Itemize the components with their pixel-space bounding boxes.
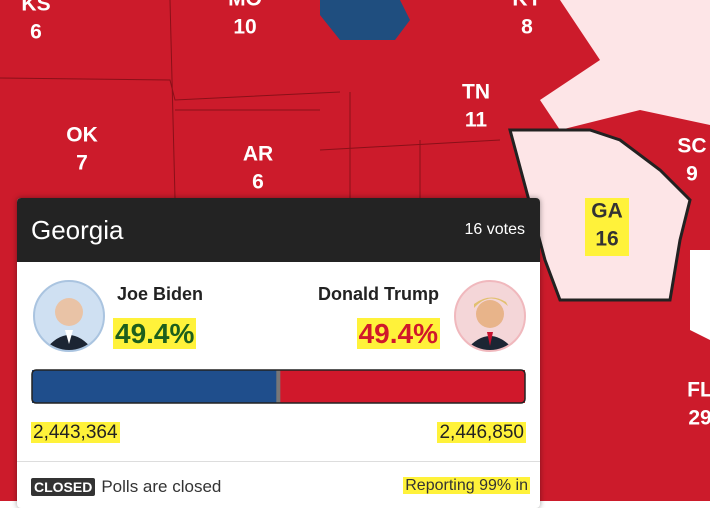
popup: Georgia 16 votes Joe Biden Donald Trump …	[17, 198, 540, 508]
split-marker	[276, 370, 281, 403]
state-abbr: KY	[512, 0, 541, 11]
state-votes: 7	[76, 152, 88, 175]
state-votes: 6	[252, 171, 264, 194]
state-votes: 16	[595, 228, 618, 251]
state-abbr: FL	[687, 379, 710, 402]
state-abbr: MO	[228, 0, 262, 11]
state-blue	[320, 0, 410, 40]
borders	[0, 0, 501, 199]
candidate-percent: 49.4%	[113, 318, 197, 349]
vote-segment	[32, 370, 279, 403]
state-votes: 9	[686, 163, 698, 186]
state-abbr: GA	[591, 200, 623, 223]
candidate-name: Donald Trump	[318, 284, 439, 304]
reporting: Reporting 99% in	[403, 477, 530, 494]
avatar-trump	[454, 280, 526, 352]
status-text: Polls are closed	[101, 477, 222, 496]
state-votes: 10	[233, 16, 256, 39]
state-abbr: TN	[462, 81, 490, 104]
ocean	[690, 250, 710, 340]
state-abbr: SC	[677, 135, 706, 158]
status-badge: CLOSED	[31, 478, 96, 496]
electoral-votes: 16 votes	[464, 221, 525, 238]
state-votes: 6	[30, 21, 42, 44]
bar-outline	[31, 369, 526, 404]
state-abbr: OK	[66, 124, 98, 147]
state-votes: 8	[521, 16, 533, 39]
candidate-votes: 2,446,850	[437, 422, 526, 443]
state-votes: 11	[465, 109, 488, 132]
state-abbr: KS	[21, 0, 50, 16]
candidate-percent: 49.4%	[356, 318, 440, 349]
candidate-name: Joe Biden	[117, 284, 204, 304]
avatar-biden	[33, 280, 105, 352]
state-votes: 29	[688, 407, 710, 430]
highlight	[585, 198, 629, 256]
vote-segment	[278, 370, 525, 403]
state-name: Georgia	[31, 214, 124, 245]
divider	[17, 461, 540, 462]
state-lean	[540, 0, 710, 130]
candidate-votes: 2,443,364	[31, 422, 120, 443]
vote-bar	[31, 369, 526, 404]
popup-header: Georgia 16 votes	[17, 198, 540, 262]
state-abbr: AR	[243, 143, 273, 166]
